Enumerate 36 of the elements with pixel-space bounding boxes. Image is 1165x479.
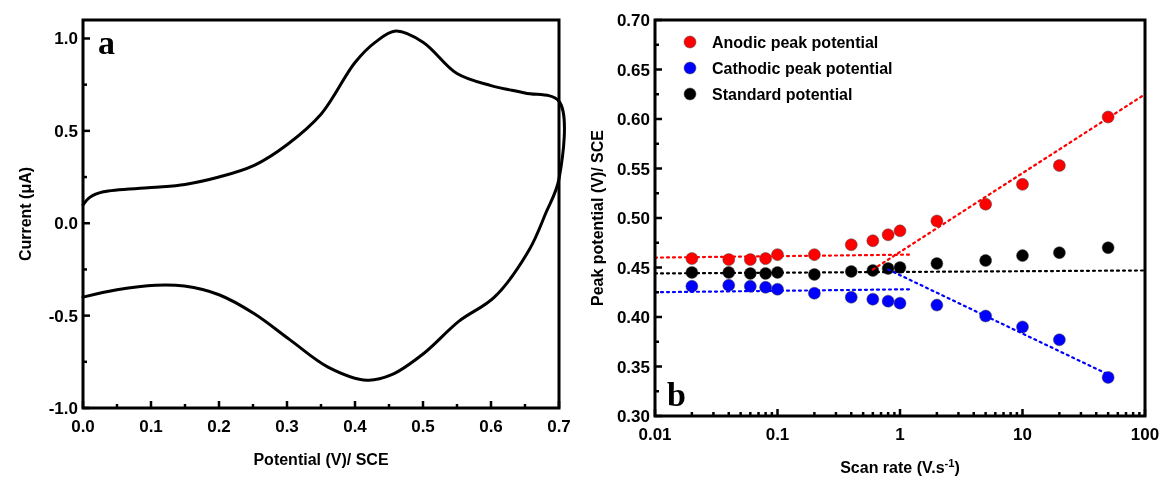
y-tick-label: 0.5 bbox=[54, 121, 78, 141]
y-tick-label: 0.55 bbox=[616, 159, 650, 179]
x-tick-label: 0.7 bbox=[547, 417, 571, 436]
x-tick-label: 0.4 bbox=[343, 417, 368, 436]
x-tick-label: 1 bbox=[895, 425, 905, 444]
y-tick-label: 1.0 bbox=[54, 29, 78, 49]
y-tick-label: 0.65 bbox=[616, 60, 650, 80]
x-tick-label: 0.1 bbox=[765, 425, 790, 444]
x-tick-label: 0.1 bbox=[139, 417, 163, 436]
y-tick-label: 0.30 bbox=[616, 407, 650, 426]
annotation: a bbox=[98, 24, 115, 61]
y-tick-label: 0.45 bbox=[616, 258, 650, 278]
x-axis-title: Scan rate (V.s$^{-1}$) bbox=[840, 457, 960, 476]
x-tick-label: 10 bbox=[1013, 425, 1032, 444]
x-tick-label: 0.6 bbox=[479, 417, 503, 436]
y-tick-label: 0.70 bbox=[616, 11, 650, 30]
x-tick-label: 0.0 bbox=[71, 417, 95, 436]
x-tick-label: 100 bbox=[1130, 425, 1160, 444]
x-tick-label: 0.2 bbox=[207, 417, 231, 436]
y-tick-label: 0.60 bbox=[616, 110, 650, 129]
y-tick-label: 0.50 bbox=[616, 209, 650, 228]
y-tick-label: 0.35 bbox=[616, 357, 650, 377]
y-tick-label: -0.5 bbox=[48, 306, 78, 326]
y-axis-title: Peak potential (V)/ SCE bbox=[589, 129, 606, 307]
x-tick-label: 0.3 bbox=[275, 417, 299, 436]
y-tick-label: 0.0 bbox=[54, 214, 78, 234]
x-tick-label: 0.01 bbox=[638, 425, 672, 444]
annotation: b bbox=[667, 376, 686, 413]
y-axis-title: Current (μA) bbox=[17, 166, 34, 262]
y-tick-label: 0.40 bbox=[616, 308, 650, 327]
legend-label: Cathodic peak potential bbox=[712, 60, 893, 77]
x-axis-title: Potential (V)/ SCE bbox=[253, 451, 389, 468]
legend-label: Anodic peak potential bbox=[712, 34, 879, 51]
legend-label: Standard potential bbox=[712, 86, 853, 103]
x-tick-label: 0.5 bbox=[411, 417, 435, 436]
y-tick-label: -1.0 bbox=[48, 399, 78, 418]
